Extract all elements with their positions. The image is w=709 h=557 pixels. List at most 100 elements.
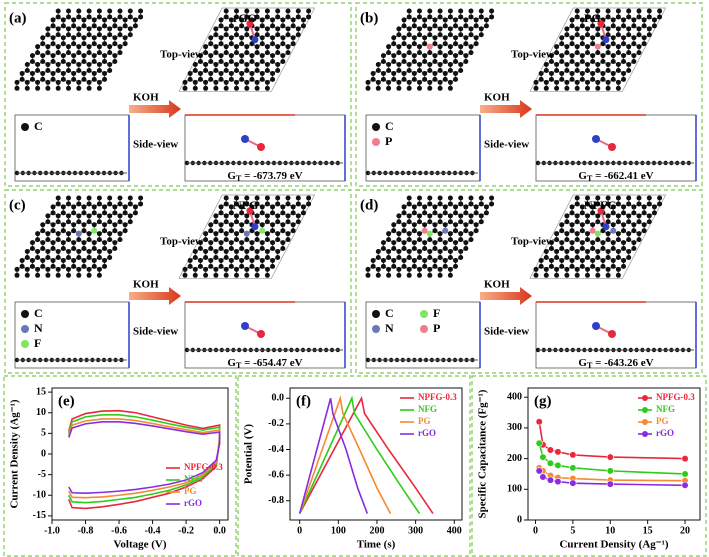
carbon-atom [102, 257, 108, 263]
carbon-atom [543, 254, 549, 260]
carbon-atom [432, 210, 438, 216]
carbon-atom [86, 14, 92, 20]
carbon-atom [280, 59, 286, 65]
carbon-atom [107, 231, 113, 237]
carbon-atom [564, 32, 570, 38]
carbon-atom [615, 32, 621, 38]
carbon-atom [621, 240, 627, 246]
carbon-atom [228, 35, 234, 41]
carbon-atom [651, 204, 657, 210]
carbon-atom [478, 195, 484, 201]
carbon-atom [621, 228, 627, 234]
carbon-atom [218, 41, 224, 47]
oxygen-atom [608, 330, 616, 338]
carbon-atom [605, 237, 611, 243]
carbon-atom [380, 240, 386, 246]
carbon-atom [396, 32, 402, 38]
carbon-atom [417, 254, 422, 260]
carbon-atom [396, 254, 402, 260]
carbon-atom [112, 228, 118, 234]
carbon-atom [228, 228, 234, 234]
carbon-atom [91, 17, 97, 23]
carbon-atom [380, 53, 386, 59]
carbon-atom [107, 26, 113, 32]
carbon-atom [406, 201, 412, 207]
carbon-atom [234, 32, 239, 38]
carbon-atom [45, 44, 51, 50]
carbon-atom [559, 240, 565, 246]
carbon-atom [254, 272, 260, 278]
carbon-atom [40, 59, 46, 65]
carbon-atom [270, 222, 276, 228]
carbon-atom [569, 35, 575, 41]
carbon-atom [432, 17, 438, 23]
carbon-atom [386, 62, 392, 68]
carbon-atom [391, 76, 397, 82]
carbon-atom [391, 41, 397, 47]
carbon-atom [213, 26, 219, 32]
carbon-atom [442, 59, 448, 65]
carbon-atom [19, 263, 25, 269]
carbon-atom [473, 204, 479, 210]
legend-text: C [385, 119, 394, 133]
carbon-atom [264, 195, 270, 201]
carbon-atom [102, 17, 108, 23]
carbon-atom [45, 79, 51, 85]
carbon-atom [574, 85, 580, 91]
carbon-atom [234, 79, 239, 85]
carbon-atom [391, 263, 397, 269]
carbon-atom [626, 231, 632, 237]
carbon-atom [626, 14, 632, 20]
carbon-atom [187, 70, 193, 76]
carbon-atom [391, 257, 397, 263]
carbon-atom [396, 79, 402, 85]
carbon-atom [107, 219, 113, 225]
carbon-atom [40, 35, 46, 41]
carbon-atom [244, 14, 250, 20]
carbon-atom [66, 85, 71, 91]
carbon-atom [615, 195, 621, 201]
carbon-atom [264, 32, 270, 38]
carbon-atom [610, 263, 616, 269]
carbon-atom [585, 67, 590, 73]
legend-text: rGO [418, 428, 436, 438]
carbon-atom [14, 272, 20, 278]
carbon-atom [564, 231, 570, 237]
carbon-atom [391, 53, 397, 59]
carbon-atom [270, 257, 276, 263]
reaction-arrow [480, 287, 532, 305]
potassium-atom [251, 223, 259, 231]
carbon-atom [244, 8, 250, 14]
carbon-atom [463, 53, 469, 59]
carbon-atom [270, 35, 276, 41]
carbon-atom [244, 67, 250, 73]
carbon-atom [437, 8, 443, 14]
carbon-atom [244, 79, 250, 85]
carbon-atom [380, 246, 386, 252]
carbon-atom [543, 249, 549, 255]
carbon-atom [585, 26, 590, 32]
carbon-atom [559, 246, 565, 252]
carbon-atom [91, 263, 97, 269]
carbon-atom [600, 240, 606, 246]
carbon-atom [626, 50, 632, 56]
y-axis-label: Potential (V) [243, 424, 255, 485]
energy-subscript: T [236, 174, 242, 183]
legend-text: F [34, 336, 41, 350]
series-line [68, 418, 221, 499]
carbon-atom [228, 17, 234, 23]
carbon-atom [447, 14, 453, 20]
carbon-atom [432, 70, 438, 76]
carbon-atom [71, 228, 77, 234]
carbon-atom [453, 246, 459, 252]
carbon-atom [579, 76, 585, 82]
carbon-atom [223, 237, 229, 243]
carbon-atom [559, 35, 565, 41]
carbon-atom [442, 76, 448, 82]
carbon-atom [458, 32, 464, 38]
carbon-atom [370, 76, 376, 82]
carbon-atom [585, 62, 590, 68]
panel-border [4, 189, 352, 374]
carbon-atom [81, 210, 87, 216]
carbon-atom [35, 266, 41, 272]
